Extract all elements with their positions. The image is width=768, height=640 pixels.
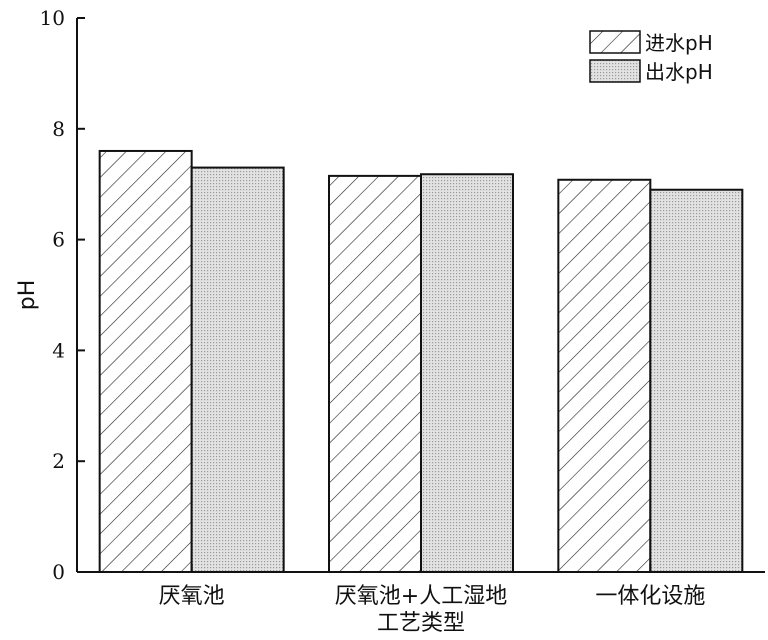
y-ticks: 0 2 4 6 8 10 [40, 6, 85, 584]
plot-area: 0 2 4 6 8 10 厌氧池 厌氧池+人工湿地 一体化设施 [40, 6, 765, 609]
y-axis-title: pH [15, 280, 40, 311]
y-axis: 0 2 4 6 8 10 [40, 6, 85, 584]
bar-outflow-ph [649, 188, 744, 574]
bars-group [98, 149, 744, 574]
y-tick-label: 4 [52, 338, 65, 362]
legend-label-inflow: 进水pH [645, 31, 713, 55]
x-axis-title: 工艺类型 [377, 611, 465, 636]
y-tick-label: 8 [52, 117, 65, 141]
bar-outflow-ph [190, 166, 285, 574]
legend-label-outflow: 出水pH [645, 60, 713, 84]
legend-swatch-inflow [589, 30, 641, 54]
bar-inflow-ph [328, 174, 422, 573]
bar-inflow-ph [98, 149, 193, 574]
x-ticks: 厌氧池 厌氧池+人工湿地 一体化设施 [159, 564, 705, 609]
bar-inflow-ph [557, 178, 652, 573]
bar-outflow-ph [420, 173, 514, 573]
y-tick-label: 2 [52, 449, 65, 473]
x-axis: 厌氧池 厌氧池+人工湿地 一体化设施 [77, 564, 765, 609]
y-tick-label: 10 [40, 6, 65, 30]
x-category-label: 厌氧池 [159, 584, 225, 609]
x-category-label: 厌氧池+人工湿地 [335, 584, 507, 609]
legend-swatch-outflow [589, 59, 641, 83]
y-tick-label: 6 [52, 228, 65, 252]
y-tick-label: 0 [52, 560, 65, 584]
legend: 进水pH 出水pH [589, 30, 713, 84]
x-category-label: 一体化设施 [595, 584, 705, 609]
